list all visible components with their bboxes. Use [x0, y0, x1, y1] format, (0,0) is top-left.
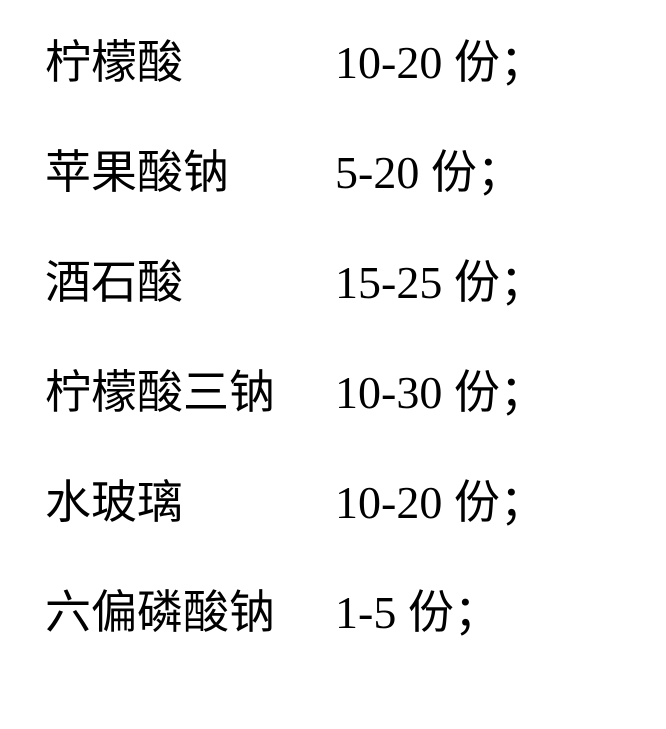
table-row: 酒石酸 15-25 份；	[45, 260, 626, 370]
ingredient-table: 柠檬酸 10-20 份； 苹果酸钠 5-20 份； 酒石酸 15-25 份； 柠…	[0, 0, 666, 729]
ingredient-name: 六偏磷酸钠	[45, 590, 335, 636]
table-row: 六偏磷酸钠 1-5 份；	[45, 590, 626, 700]
ingredient-amount: 1-5 份；	[335, 590, 500, 636]
ingredient-amount: 10-30 份；	[335, 370, 546, 416]
table-row: 水玻璃 10-20 份；	[45, 480, 626, 590]
table-row: 柠檬酸 10-20 份；	[45, 40, 626, 150]
table-row: 柠檬酸三钠 10-30 份；	[45, 370, 626, 480]
ingredient-name: 苹果酸钠	[45, 150, 335, 196]
ingredient-amount: 10-20 份；	[335, 40, 546, 86]
ingredient-name: 柠檬酸	[45, 40, 335, 86]
ingredient-amount: 15-25 份；	[335, 260, 546, 306]
ingredient-name: 水玻璃	[45, 480, 335, 526]
ingredient-amount: 5-20 份；	[335, 150, 523, 196]
ingredient-name: 柠檬酸三钠	[45, 370, 335, 416]
ingredient-name: 酒石酸	[45, 260, 335, 306]
table-row: 苹果酸钠 5-20 份；	[45, 150, 626, 260]
ingredient-amount: 10-20 份；	[335, 480, 546, 526]
